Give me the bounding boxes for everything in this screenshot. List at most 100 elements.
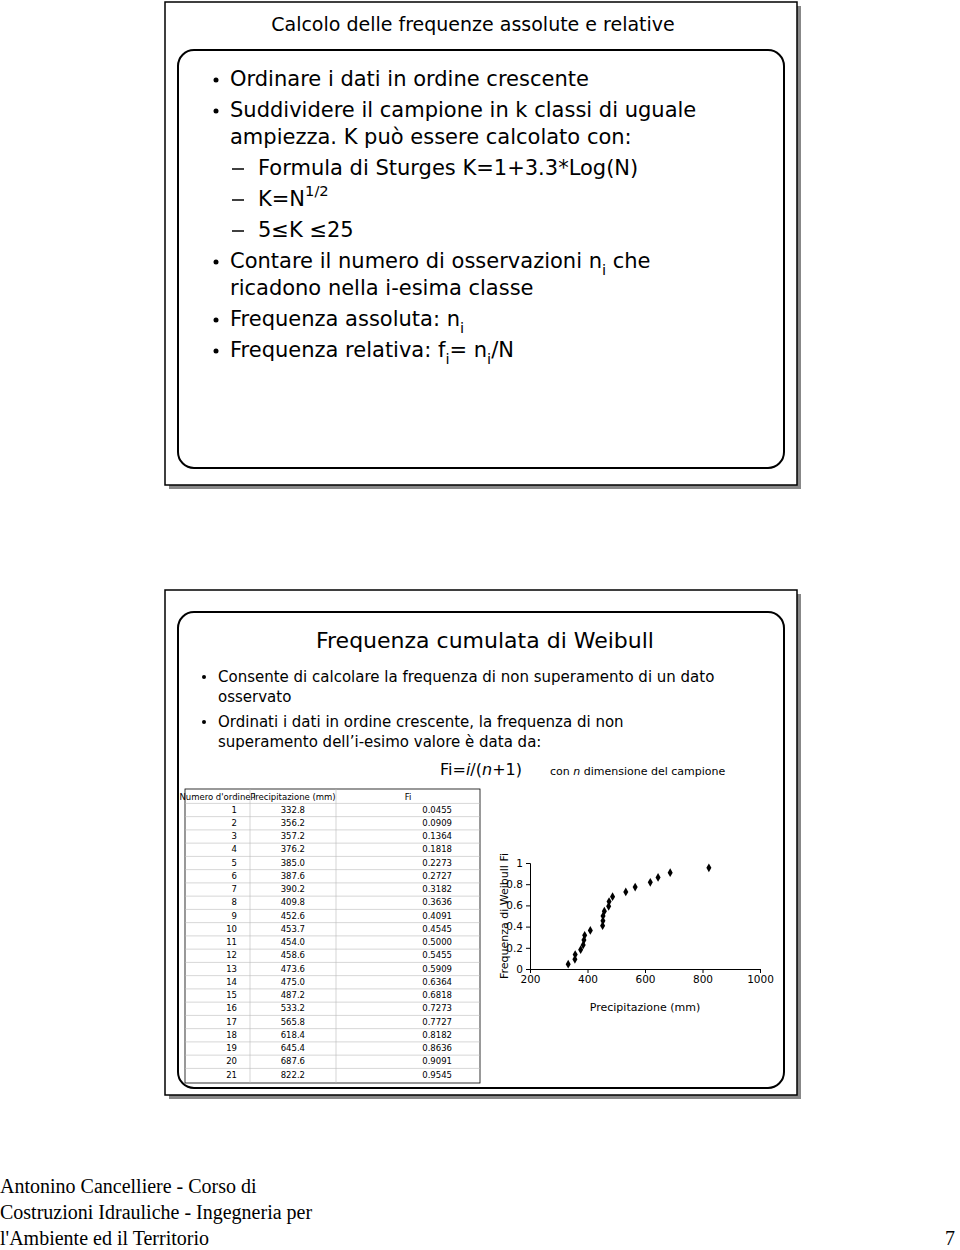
y-axis-tick-mark: [526, 863, 530, 864]
x-axis-tick-mark: [703, 969, 704, 973]
formula-note-part: dimensione del campione: [580, 765, 725, 778]
table-cell: 0.4545: [422, 924, 452, 934]
slide-2: Frequenza cumulata di Weibull Consente di…: [165, 590, 801, 1099]
formula-note-part: n: [573, 765, 580, 778]
x-axis-tick-label: 800: [693, 973, 713, 985]
item-text-part: ricadono nella i-esima classe: [230, 276, 534, 300]
bullet: [214, 78, 219, 83]
point: [582, 931, 587, 940]
point: [648, 878, 653, 887]
table-cell: 453.7: [281, 924, 305, 934]
table-cell: 0.5455: [422, 950, 452, 960]
footer-line: l'Ambiente ed il Territorio: [0, 1227, 209, 1249]
table-cell: 487.2: [281, 990, 305, 1000]
item-text-part: Frequenza assoluta: n: [230, 307, 460, 331]
table-cell: 6: [232, 871, 237, 881]
item-text-part: K=N: [258, 187, 305, 211]
x-axis-tick: 400: [578, 969, 598, 985]
item-text-part: 1/2: [305, 182, 329, 199]
formula-part: /(: [470, 760, 482, 779]
item-text-part: Contare il numero di osservazioni n: [230, 249, 602, 273]
slide-shadow: [169, 6, 801, 489]
item-text: ricadono nella i-esima classe: [230, 276, 534, 300]
item-text-part: Ordinati i dati in ordine crescente, la …: [218, 713, 624, 731]
y-axis-title: Frequenza di Weibull Fi: [498, 853, 511, 979]
x-axis-tick: 200: [520, 969, 540, 985]
page-number: 7: [945, 1227, 955, 1249]
x-axis-tick-label: 600: [635, 973, 655, 985]
point: [668, 868, 673, 877]
table-cell: 0.5000: [422, 937, 452, 947]
slide-frame: [165, 590, 797, 1095]
point: [610, 892, 615, 901]
item-text: Consente di calcolare la frequenza di no…: [218, 668, 714, 686]
table-cell: 3: [232, 831, 237, 841]
footer-line: Antonino Cancelliere - Corso di: [0, 1175, 257, 1197]
x-axis-tick-label: 1000: [747, 973, 774, 985]
dash: [232, 230, 244, 232]
table-cell: 390.2: [281, 884, 305, 894]
formula-part: +1): [492, 760, 522, 779]
table-cell: 1: [232, 805, 237, 815]
slide-title: Frequenza cumulata di Weibull: [316, 628, 654, 653]
y-axis-tick-mark: [526, 884, 530, 885]
item-text-part: Ordinare i dati in ordine crescente: [230, 67, 589, 91]
item-text-part: Suddividere il campione in k classi di u…: [230, 98, 696, 122]
point: [633, 883, 638, 892]
table-cell: 409.8: [281, 897, 305, 907]
point: [607, 897, 612, 906]
table-cell: 0.5909: [422, 964, 452, 974]
point: [623, 888, 628, 897]
table-cell: 357.2: [281, 831, 305, 841]
slide-body: [178, 612, 784, 1088]
table-cell: 475.0: [281, 977, 305, 987]
item-text-part: superamento dell’i-esimo valore è data d…: [218, 733, 541, 751]
table-cell: 17: [226, 1017, 237, 1027]
table-cell: 20: [226, 1056, 237, 1066]
item-text: superamento dell’i-esimo valore è data d…: [218, 733, 541, 751]
y-axis-tick-mark: [526, 969, 530, 970]
x-axis-tick: 600: [635, 969, 655, 985]
table-cell: 687.6: [281, 1056, 305, 1066]
item-text: 5≤K ≤25: [258, 218, 354, 242]
table: Numero d'ordine iPrecipitazione (mm)Fi13…: [179, 789, 480, 1083]
chart: 200400600800100000.20.40.60.81Precipitaz…: [498, 853, 774, 1014]
table-cell: 8: [232, 897, 237, 907]
slide-frame: [165, 2, 797, 485]
table-cell: 332.8: [281, 805, 305, 815]
table-cell: 16: [226, 1003, 237, 1013]
item-text: Contare il numero di osservazioni ni che: [230, 249, 651, 278]
points: [566, 863, 712, 968]
table-cell: 9: [232, 911, 237, 921]
table-header: Precipitazione (mm): [250, 792, 335, 802]
table-cell: 618.4: [281, 1030, 305, 1040]
table-cell: 0.2727: [422, 871, 452, 881]
table-cell: 0.0909: [422, 818, 452, 828]
table-cell: 0.2273: [422, 858, 452, 868]
table-cell: 0.0455: [422, 805, 452, 815]
slide-shadow: [169, 594, 801, 1099]
table-cell: 645.4: [281, 1043, 305, 1053]
table-cell: 458.6: [281, 950, 305, 960]
table-cell: 0.9545: [422, 1070, 452, 1080]
item-text-part: che: [606, 249, 650, 273]
table-cell: 387.6: [281, 871, 305, 881]
formula-part: n: [482, 760, 492, 779]
point: [573, 950, 578, 959]
table-cell: 0.7273: [422, 1003, 452, 1013]
slide-title: Calcolo delle frequenze assolute e relat…: [271, 13, 675, 35]
bullet: [202, 720, 206, 724]
table-cell: 0.7727: [422, 1017, 452, 1027]
bullet: [214, 260, 219, 265]
table-cell: 0.6818: [422, 990, 452, 1000]
table-cell: 5: [232, 858, 237, 868]
bullet: [214, 349, 219, 354]
formula: Fi=i/(n+1): [440, 760, 522, 779]
table-cell: 13: [226, 964, 237, 974]
table-cell: 822.2: [281, 1070, 305, 1080]
table-header: Fi: [405, 792, 412, 802]
table-cell: 11: [226, 937, 237, 947]
bullet: [214, 109, 219, 114]
item-text: Ordinati i dati in ordine crescente, la …: [218, 713, 624, 731]
item-text: Formula di Sturges K=1+3.3*Log(N): [258, 156, 638, 180]
